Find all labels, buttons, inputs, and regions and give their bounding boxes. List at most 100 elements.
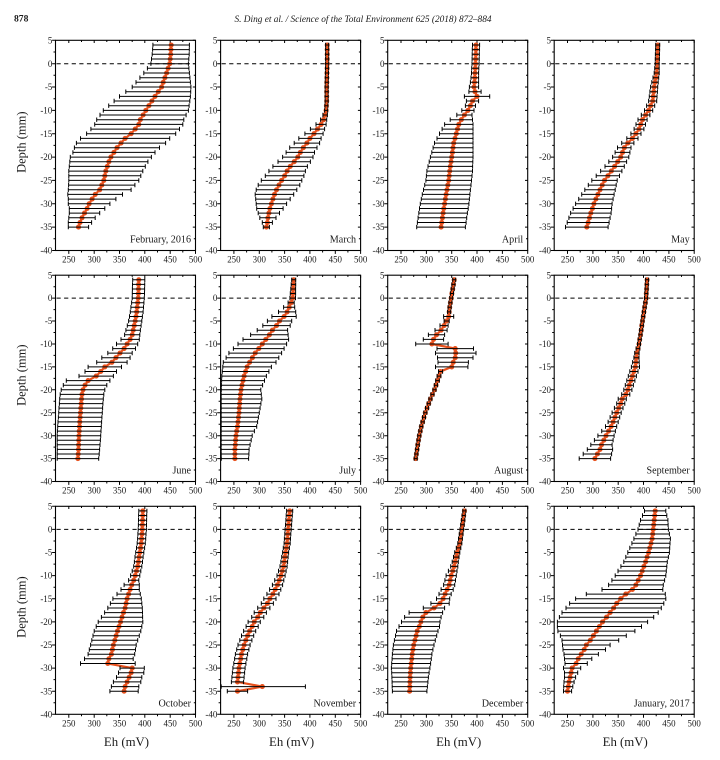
- svg-text:-40: -40: [205, 246, 217, 256]
- svg-text:0: 0: [213, 525, 218, 535]
- svg-text:-30: -30: [373, 431, 385, 441]
- svg-text:-20: -20: [373, 385, 385, 395]
- svg-text:June: June: [172, 466, 191, 477]
- svg-text:0: 0: [48, 59, 53, 69]
- svg-text:-25: -25: [40, 640, 52, 650]
- svg-text:5: 5: [213, 270, 218, 280]
- svg-text:350: 350: [278, 719, 292, 729]
- svg-text:-10: -10: [205, 339, 217, 349]
- svg-text:0: 0: [547, 525, 552, 535]
- svg-text:-20: -20: [40, 152, 52, 162]
- svg-text:-5: -5: [544, 82, 552, 92]
- svg-text:5: 5: [380, 270, 385, 280]
- svg-text:300: 300: [420, 255, 434, 265]
- svg-text:400: 400: [470, 719, 484, 729]
- svg-text:-10: -10: [539, 339, 551, 349]
- svg-text:-40: -40: [40, 477, 52, 487]
- svg-text:-30: -30: [205, 663, 217, 673]
- svg-text:-35: -35: [539, 454, 551, 464]
- svg-text:-10: -10: [40, 339, 52, 349]
- svg-text:February, 2016: February, 2016: [130, 235, 191, 246]
- svg-text:450: 450: [662, 255, 676, 265]
- svg-text:Depth (mm): Depth (mm): [14, 111, 28, 172]
- svg-text:300: 300: [586, 719, 600, 729]
- svg-text:Depth (mm): Depth (mm): [14, 576, 28, 637]
- svg-text:0: 0: [213, 59, 218, 69]
- svg-text:400: 400: [138, 255, 152, 265]
- svg-text:-30: -30: [40, 199, 52, 209]
- svg-text:-25: -25: [40, 176, 52, 186]
- svg-text:-10: -10: [40, 571, 52, 581]
- svg-text:-35: -35: [539, 686, 551, 696]
- svg-text:-35: -35: [373, 454, 385, 464]
- svg-text:-20: -20: [205, 152, 217, 162]
- svg-text:-25: -25: [205, 176, 217, 186]
- svg-text:500: 500: [354, 486, 368, 496]
- svg-text:350: 350: [612, 486, 626, 496]
- svg-text:-25: -25: [539, 176, 551, 186]
- svg-text:-10: -10: [373, 571, 385, 581]
- svg-text:-35: -35: [373, 686, 385, 696]
- svg-text:300: 300: [88, 486, 102, 496]
- svg-text:-25: -25: [539, 640, 551, 650]
- svg-text:Depth (mm): Depth (mm): [14, 344, 28, 405]
- svg-text:350: 350: [278, 255, 292, 265]
- svg-text:-40: -40: [40, 709, 52, 719]
- svg-text:December: December: [482, 698, 524, 709]
- svg-text:-25: -25: [40, 408, 52, 418]
- svg-text:500: 500: [688, 486, 702, 496]
- svg-text:-35: -35: [205, 222, 217, 232]
- svg-text:5: 5: [48, 35, 53, 45]
- svg-text:350: 350: [113, 255, 127, 265]
- svg-text:250: 250: [561, 719, 575, 729]
- svg-text:Eh (mV): Eh (mV): [269, 735, 314, 749]
- svg-text:-15: -15: [205, 129, 217, 139]
- svg-text:500: 500: [521, 255, 535, 265]
- svg-text:-10: -10: [373, 339, 385, 349]
- svg-text:-15: -15: [40, 129, 52, 139]
- svg-text:-40: -40: [373, 477, 385, 487]
- svg-text:500: 500: [521, 719, 535, 729]
- svg-text:-30: -30: [40, 431, 52, 441]
- svg-text:January, 2017: January, 2017: [634, 698, 690, 709]
- svg-text:0: 0: [48, 525, 53, 535]
- svg-text:300: 300: [253, 719, 267, 729]
- svg-text:350: 350: [612, 719, 626, 729]
- svg-text:0: 0: [380, 59, 385, 69]
- svg-text:-35: -35: [40, 686, 52, 696]
- svg-text:-15: -15: [539, 362, 551, 372]
- svg-text:400: 400: [303, 255, 317, 265]
- svg-text:Eh (mV): Eh (mV): [104, 735, 149, 749]
- svg-text:400: 400: [637, 486, 651, 496]
- svg-text:-15: -15: [539, 594, 551, 604]
- svg-text:-40: -40: [539, 477, 551, 487]
- svg-text:November: November: [313, 698, 356, 709]
- svg-text:250: 250: [62, 719, 76, 729]
- svg-text:5: 5: [48, 270, 53, 280]
- svg-text:-30: -30: [373, 199, 385, 209]
- svg-text:-25: -25: [205, 408, 217, 418]
- svg-text:5: 5: [380, 501, 385, 511]
- svg-text:Eh (mV): Eh (mV): [603, 735, 648, 749]
- svg-text:-10: -10: [205, 106, 217, 116]
- svg-text:-15: -15: [40, 594, 52, 604]
- svg-text:-35: -35: [40, 454, 52, 464]
- svg-text:250: 250: [561, 486, 575, 496]
- svg-text:400: 400: [470, 255, 484, 265]
- svg-text:400: 400: [637, 255, 651, 265]
- svg-text:April: April: [502, 235, 524, 246]
- svg-text:500: 500: [688, 255, 702, 265]
- svg-text:-35: -35: [205, 686, 217, 696]
- svg-text:-20: -20: [40, 617, 52, 627]
- svg-text:400: 400: [637, 719, 651, 729]
- svg-text:-30: -30: [40, 663, 52, 673]
- svg-text:-20: -20: [539, 152, 551, 162]
- svg-text:5: 5: [48, 501, 53, 511]
- svg-text:500: 500: [521, 486, 535, 496]
- svg-text:-25: -25: [373, 408, 385, 418]
- svg-text:250: 250: [62, 255, 76, 265]
- svg-text:300: 300: [253, 486, 267, 496]
- svg-text:September: September: [647, 466, 691, 477]
- svg-text:-20: -20: [539, 617, 551, 627]
- svg-text:-25: -25: [539, 408, 551, 418]
